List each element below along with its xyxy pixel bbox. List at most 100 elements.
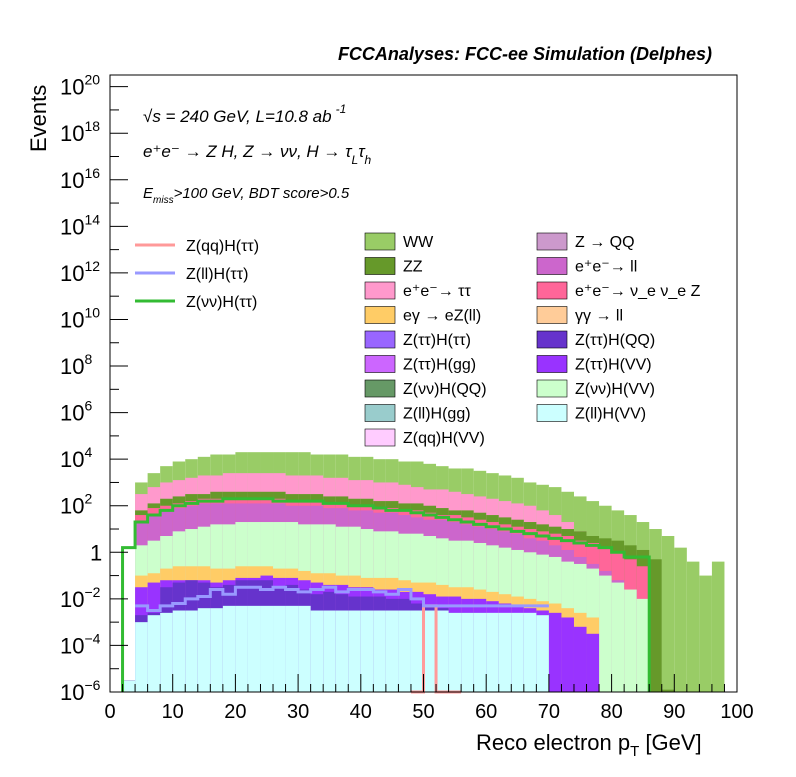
bin-z-ll-h-vv [135,622,148,692]
annotation-energy: √s = 240 GeV, L=10.8 ab [143,107,332,126]
legend-box-swatch [364,232,396,251]
legend-label: Z(ττ)H(gg) [403,357,476,374]
y-tick-exponent: 14 [84,211,100,227]
legend-label: Z(ll)H(VV) [575,406,646,423]
bin-z-h-vv [561,617,574,692]
x-tick-label: 100 [720,701,753,723]
annotation-block: √s = 240 GeV, L=10.8 ab -1 e⁺e⁻ → Z H, Z … [143,102,372,206]
legend-entry-zz: ZZ [364,257,423,276]
y-tick-exponent: 8 [84,351,92,367]
legend-label: ZZ [403,259,423,276]
annotation-process: e⁺e⁻ → Z H, Z → νν, H → τ [143,142,353,161]
legend-entry-e-ez-ll: eγ → eZ(ll) [364,306,481,325]
bin-z-ll-h-vv [235,605,248,692]
bin-z-ll-h-vv [122,680,136,692]
bin-z-ll-h-vv [160,612,173,692]
bin-z-ll-h-vv [511,612,524,692]
legend-label: Z(νν)H(ττ) [186,294,257,311]
annotation-process-sub2: h [365,153,372,167]
y-tick-exponent: 2 [84,491,92,507]
x-axis-label: Reco electron pT [GeV] [476,730,702,760]
legend-box-swatch [364,355,396,373]
chart-title: FCCAnalyses: FCC-ee Simulation (Delphes) [338,44,712,64]
legend-label: Z → QQ [575,234,635,251]
legend-label: WW [403,234,434,251]
x-tick-label: 20 [224,701,246,723]
bin-z-ll-h-vv [310,610,324,692]
legend-box-swatch [536,355,568,373]
svg-text:Emiss>100 GeV, BDT score>0.5: Emiss>100 GeV, BDT score>0.5 [143,185,350,206]
legend-box-swatch [536,379,568,398]
bin-z-ll-h-vv [222,605,236,692]
legend-entry-z-h-gg: Z(ττ)H(gg) [364,355,476,374]
stacked-histograms [122,452,725,692]
bin-z-h-vv [548,612,562,692]
legend-entry-z-qq: Z → QQ [536,232,635,251]
bin-z-ll-h-vv [147,615,161,692]
legend-box-swatch [536,404,568,422]
legend-entry-e-e: e⁺e⁻→ ττ [364,281,471,300]
y-tick-exponent: 6 [84,398,92,414]
annotation-selection-rest: >100 GeV, BDT score>0.5 [174,185,350,202]
legend-box-swatch [364,281,396,300]
x-tick-label: 70 [538,701,560,723]
legend-entry-z-qq-h: Z(qq)H(ττ) [135,238,259,255]
legend-box-swatch [536,330,568,349]
y-tick-label: 10−6 [60,677,101,705]
legend-entry-z-h-qq: Z(ττ)H(QQ) [536,330,655,349]
legend-label: eγ → eZ(ll) [403,308,481,325]
legend-box-swatch [536,232,568,251]
bin-ww [699,575,712,692]
bin-z-ll-h-vv [461,612,474,692]
legend-entry-z-h-qq: Z(νν)H(QQ) [364,379,487,398]
svg-text:Reco electron pT [GeV]: Reco electron pT [GeV] [476,730,702,760]
x-tick-label: 30 [287,701,309,723]
y-tick-exponent: 20 [84,72,100,88]
legend-label: e⁺e⁻→ ν_e ν_e Z [575,283,701,300]
bin-z-ll-h-vv [410,610,424,692]
bin-z-h-vv [624,589,637,692]
y-tick-exponent: 18 [84,118,100,134]
legend-entry-z-ll-h-gg: Z(ll)H(gg) [364,404,471,423]
legend-label: Z(ττ)H(QQ) [575,332,655,349]
legend-label: Z(ll)H(gg) [403,406,471,423]
x-tick-label: 50 [412,701,434,723]
legend-box-swatch [536,257,568,275]
bin-z-ll-h-vv [373,610,386,692]
signal-line-z-h [121,497,651,692]
legend-box-swatch [364,404,396,422]
bin-z-ll-h-vv [473,612,487,692]
x-axis-label-main: Reco electron p [476,730,630,755]
y-tick-label: 10−4 [60,630,101,658]
bin-z-ll-h-vv [486,612,499,692]
bin-z-ll-h-vv [247,605,261,692]
legend-box-swatch [364,257,396,275]
y-tick-exponent: −6 [84,677,100,693]
legend-entry-e-e-e-e-z: e⁺e⁻→ ν_e ν_e Z [536,281,701,300]
legend-entry-ll: γγ → ll [536,306,623,325]
bin-z-ll-h-vv [423,610,437,692]
y-tick-exponent: 10 [84,304,100,320]
y-tick-label: 1012 [60,258,100,286]
stack-z-ll-h-vv [122,605,549,692]
legend-label: e⁺e⁻→ ll [575,259,637,276]
legend-label: Z(qq)H(ττ) [186,238,259,255]
legend-entry-z-ll-h: Z(ll)H(ττ) [135,266,248,283]
bin-ww [711,561,725,692]
legend-entry-z-h: Z(ττ)H(ττ) [364,330,471,349]
bin-z-ll-h-vv [285,605,299,692]
x-tick-label: 80 [600,701,622,723]
bin-z-ll-h-vv [260,605,274,692]
legend-entry-z-qq-h-vv: Z(qq)H(VV) [364,428,485,447]
axes: 0 10 20 30 40 50 60 70 80 90 10010−610−410−2110210… [60,72,754,723]
legend-label: e⁺e⁻→ ττ [403,283,471,300]
x-tick-label: 90 [663,701,685,723]
bin-zz [649,559,662,692]
bin-z-ll-h-vv [523,612,537,692]
legend-box-swatch [364,330,396,349]
x-axis-label-sub: T [630,743,639,760]
legend-label: Z(νν)H(QQ) [403,381,487,398]
bin-z-h-vv [599,575,612,692]
